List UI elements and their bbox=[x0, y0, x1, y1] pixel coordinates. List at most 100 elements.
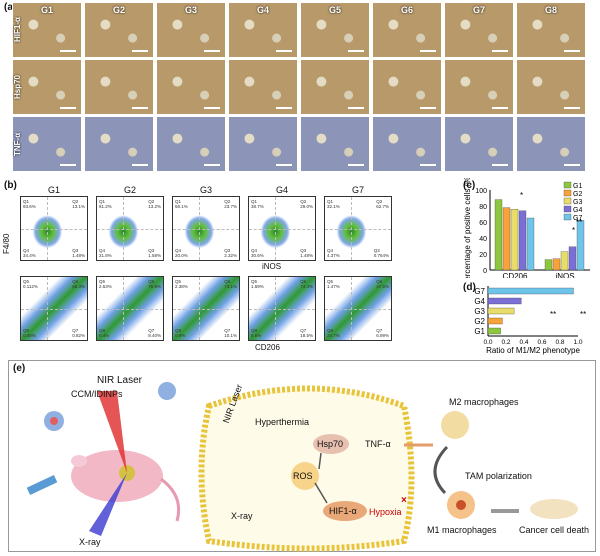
quadrant-line-v bbox=[123, 277, 125, 340]
bar bbox=[494, 199, 503, 271]
ihc-tile bbox=[372, 59, 442, 115]
ihc-group-label: G4 bbox=[256, 5, 269, 15]
schematic-drawing: × bbox=[26, 382, 578, 552]
category-label: G7 bbox=[474, 287, 485, 296]
quadrant-line-v bbox=[123, 197, 125, 260]
legend-label: G2 bbox=[573, 191, 582, 198]
ihc-row-label: Hsp70 bbox=[13, 74, 22, 99]
hif-label: HIF1-α bbox=[329, 506, 357, 516]
m1-label: M1 macrophages bbox=[427, 525, 497, 535]
ros-to-hsp70-arrow bbox=[318, 452, 322, 470]
ihc-tile bbox=[228, 59, 298, 115]
ihc-tile: G2 bbox=[84, 2, 154, 58]
ihc-tile: G8 bbox=[516, 2, 586, 58]
flow-group-title: G4 bbox=[275, 185, 288, 195]
scale-bar bbox=[276, 50, 292, 52]
quadrant-line-h bbox=[325, 228, 391, 230]
quadrant-line-v bbox=[275, 277, 277, 340]
x-axis-label: Ratio of M1/M2 phenotype bbox=[486, 346, 580, 355]
quadrant-value: Q3 1.48% bbox=[300, 248, 313, 258]
flow-plot: Q1 32.1% Q2 62.7% Q4 4.37% Q3 0.764% bbox=[324, 196, 392, 261]
scale-bar bbox=[276, 107, 292, 109]
flow-plot: Q5 1.59% Q6 74.4% Q8 5.6% Q7 18.5% bbox=[248, 276, 316, 341]
ros-to-hif-arrow bbox=[314, 482, 328, 504]
ihc-tile bbox=[444, 59, 514, 115]
ihc-group-label: G6 bbox=[400, 5, 413, 15]
quadrant-line-h bbox=[97, 228, 163, 230]
quadrant-value: Q2 23.7% bbox=[224, 199, 237, 209]
mouse-tail bbox=[160, 477, 181, 522]
hsp70-node bbox=[313, 434, 349, 454]
scale-bar bbox=[348, 164, 364, 166]
quadrant-value: Q7 10.1% bbox=[224, 328, 237, 338]
scale-bar bbox=[420, 107, 436, 109]
scale-bar bbox=[132, 164, 148, 166]
quadrant-line-h bbox=[249, 228, 315, 230]
ihc-tile: G7 bbox=[444, 2, 514, 58]
quadrant-value: Q6 74.4% bbox=[300, 279, 313, 289]
ihc-tile bbox=[228, 116, 298, 172]
x-tick-label: 0.0 bbox=[483, 339, 492, 346]
panel-d-label: (d) bbox=[463, 282, 476, 293]
scale-bar bbox=[420, 50, 436, 52]
legend-swatch bbox=[563, 197, 572, 205]
ihc-group-label: G7 bbox=[472, 5, 485, 15]
quadrant-value: Q3 0.764% bbox=[373, 248, 389, 258]
hbar bbox=[487, 307, 515, 315]
panel-a-ihc-grid: (a) G1 G2 G3 G4 G5 G6 G7 G8 HIF1-α Hsp70 TNF-α bbox=[0, 0, 600, 178]
hbar bbox=[487, 327, 501, 335]
quadrant-value: Q7 6.99% bbox=[376, 328, 389, 338]
scale-bar bbox=[60, 50, 76, 52]
quadrant-value: Q6 73.1% bbox=[224, 279, 237, 289]
scale-bar bbox=[564, 164, 580, 166]
quadrant-value: Q3 1.58% bbox=[148, 248, 161, 258]
hbar bbox=[487, 317, 503, 325]
y-tick-label: 40 bbox=[479, 236, 487, 243]
quadrant-value: Q6 75.8% bbox=[148, 279, 161, 289]
flow-plot: Q1 93.6% Q2 13.1% Q4 34.4% Q3 1.48% bbox=[20, 196, 88, 261]
quadrant-line-h bbox=[21, 308, 87, 310]
quadrant-value: Q2 29.0% bbox=[300, 199, 313, 209]
scale-bar bbox=[204, 50, 220, 52]
hbar bbox=[487, 297, 522, 305]
mouse-ear bbox=[71, 455, 87, 467]
ros-label: ROS bbox=[293, 471, 313, 481]
scale-bar bbox=[564, 50, 580, 52]
quadrant-value: Q7 18.5% bbox=[300, 328, 313, 338]
y-tick-label: 20 bbox=[479, 252, 487, 259]
bar bbox=[552, 258, 561, 271]
legend-swatch bbox=[563, 205, 572, 213]
bar bbox=[526, 217, 535, 271]
quadrant-line-h bbox=[173, 228, 239, 230]
xray-label-1: X-ray bbox=[79, 537, 101, 547]
ihc-tile bbox=[84, 116, 154, 172]
scale-bar bbox=[564, 107, 580, 109]
quadrant-value: Q8 5.6% bbox=[251, 328, 262, 338]
quadrant-value: Q4 4.37% bbox=[327, 248, 340, 258]
quadrant-line-v bbox=[199, 277, 201, 340]
panel-e-schematic: (e) × C bbox=[8, 360, 596, 552]
scale-bar bbox=[420, 164, 436, 166]
legend-swatch bbox=[563, 213, 572, 221]
panel-b-label: (b) bbox=[4, 180, 17, 191]
quadrant-value: Q5 0.112% bbox=[23, 279, 38, 289]
bar bbox=[510, 209, 519, 271]
scale-bar bbox=[132, 107, 148, 109]
significance-mark: ** bbox=[580, 310, 586, 319]
flow-plot: Q1 81.2% Q2 13.2% Q4 21.8% Q3 1.58% bbox=[96, 196, 164, 261]
ihc-tile: G1 bbox=[12, 2, 82, 58]
x-tick-label: 1.0 bbox=[573, 339, 582, 346]
panel-e-label: (e) bbox=[13, 363, 26, 374]
m2-label: M2 macrophages bbox=[449, 397, 519, 407]
flow-y-label: F4/80 bbox=[2, 233, 11, 254]
flow-plot: Q1 38.7% Q2 29.0% Q4 30.6% Q3 1.48% bbox=[248, 196, 316, 261]
ihc-tile bbox=[156, 59, 226, 115]
quadrant-value: Q2 62.7% bbox=[376, 199, 389, 209]
scale-bar bbox=[132, 50, 148, 52]
ihc-tile bbox=[516, 116, 586, 172]
flow-plot: Q5 2.38% Q6 73.1% Q8 0.8% Q7 10.1% bbox=[172, 276, 240, 341]
ihc-tile bbox=[84, 59, 154, 115]
tam-label: TAM polarization bbox=[465, 471, 532, 481]
y-axis-label: Percentage of positive cells (%) bbox=[463, 178, 472, 278]
quadrant-value: Q8 24.7% bbox=[327, 328, 340, 338]
